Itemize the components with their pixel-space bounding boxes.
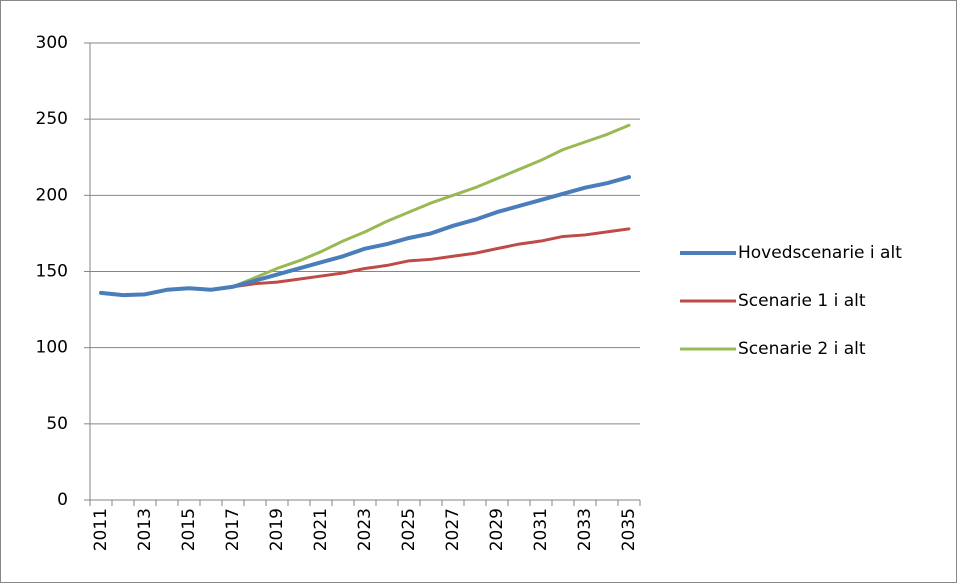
x-tick-label: 2027	[443, 508, 463, 551]
series-line	[231, 227, 631, 289]
legend-label: Scenarie 1 i alt	[738, 291, 866, 311]
y-tick-label: 0	[57, 490, 68, 510]
x-tick-label: 2019	[267, 508, 287, 551]
x-tick-label: 2031	[531, 508, 551, 551]
y-tick-label: 300	[36, 33, 68, 53]
y-tick-label: 250	[36, 109, 68, 129]
y-tick-label: 200	[36, 185, 68, 205]
y-tick-label: 150	[36, 262, 68, 282]
x-tick-label: 2015	[179, 508, 199, 551]
y-tick-label: 100	[36, 338, 68, 358]
series-line	[231, 123, 631, 289]
legend-label: Hovedscenarie i alt	[738, 243, 902, 263]
x-tick-label: 2011	[91, 508, 111, 551]
legend-label: Scenarie 2 i alt	[738, 339, 866, 359]
y-tick-label: 50	[46, 414, 68, 434]
x-tick-label: 2025	[399, 508, 419, 551]
x-tick-label: 2029	[487, 508, 507, 551]
x-tick-label: 2013	[135, 508, 155, 551]
x-tick-label: 2035	[619, 508, 639, 551]
x-tick-label: 2023	[355, 508, 375, 551]
x-tick-label: 2017	[223, 508, 243, 551]
x-tick-label: 2021	[311, 508, 331, 551]
x-tick-label: 2033	[575, 508, 595, 551]
series-line	[99, 175, 631, 298]
